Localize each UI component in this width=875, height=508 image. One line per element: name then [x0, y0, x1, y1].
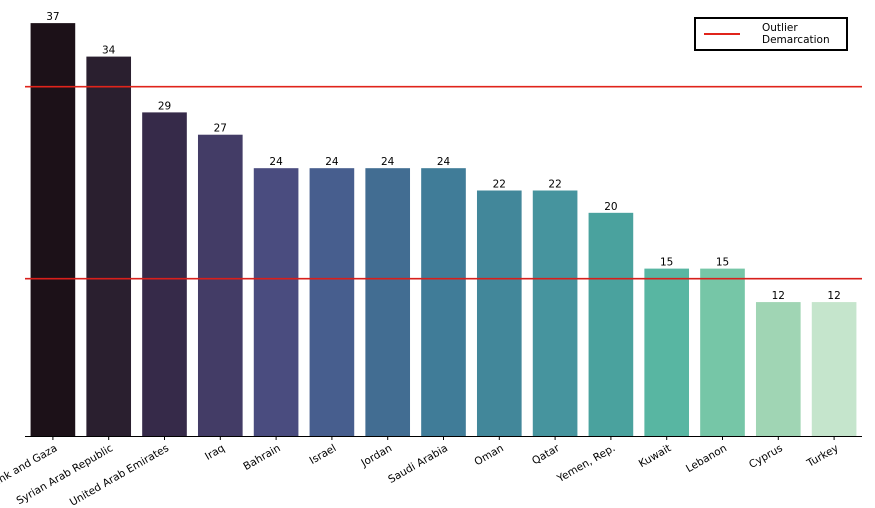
x-tick-label: United Arab Emirates — [68, 442, 171, 508]
x-tick-label: Jordan — [358, 442, 394, 470]
bar — [532, 190, 578, 436]
legend-label: Outlier Demarcation — [762, 22, 830, 46]
bar-value-label: 37 — [46, 11, 59, 23]
bar — [811, 302, 857, 436]
bar — [476, 190, 522, 436]
x-tick-label: Cyprus — [747, 442, 785, 471]
x-tick-label: Qatar — [530, 442, 562, 468]
x-tick-label: Lebanon — [684, 442, 729, 475]
bar — [30, 23, 76, 436]
bar-value-label: 12 — [772, 290, 785, 302]
bar-value-label: 24 — [325, 156, 339, 168]
bar-value-label: 34 — [102, 45, 116, 57]
legend: Outlier Demarcation — [694, 17, 848, 51]
bar — [365, 168, 411, 436]
x-tick-label: Kuwait — [637, 442, 673, 470]
reference-lines — [25, 85, 862, 280]
bar — [421, 168, 466, 436]
bar-value-label: 15 — [660, 257, 673, 269]
bar-value-label: 15 — [716, 257, 729, 269]
bar — [644, 268, 690, 436]
bar-value-label: 24 — [437, 156, 451, 168]
bar-value-label: 22 — [493, 179, 506, 191]
bar — [700, 268, 745, 436]
x-tick-label: Oman — [472, 442, 505, 468]
bar-value-label: 24 — [381, 156, 395, 168]
bar-value-label: 29 — [158, 100, 171, 112]
bar — [253, 168, 299, 436]
bar-value-label: 12 — [827, 290, 840, 302]
bar-value-label: 27 — [214, 123, 227, 135]
bar — [142, 112, 187, 437]
bar-value-label: 20 — [604, 201, 617, 213]
bar — [755, 302, 801, 436]
x-tick-label: Saudi Arabia — [386, 442, 450, 486]
bar — [309, 168, 355, 436]
bar — [588, 212, 634, 436]
x-tick-label: Bahrain — [241, 442, 282, 473]
x-tick-label: Israel — [308, 442, 339, 467]
bars-group — [30, 23, 857, 437]
bar-value-label: 22 — [548, 179, 561, 191]
bar — [197, 134, 243, 437]
x-tick-label: Syrian Arab Republic — [14, 442, 115, 507]
bar — [86, 56, 132, 437]
x-tick-label: Iraq — [203, 442, 227, 463]
x-tick-label: Yemen, Rep. — [554, 442, 617, 485]
bar-value-label: 24 — [269, 156, 283, 168]
x-tick-label: Turkey — [804, 442, 840, 470]
bar-value-labels: 37 34 29 27 24 24 24 24 22 22 20 15 15 12 12 — [46, 11, 841, 302]
